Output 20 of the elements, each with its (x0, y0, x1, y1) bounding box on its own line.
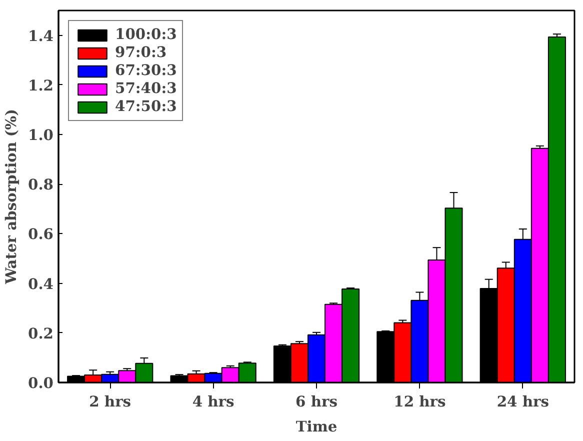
x-tick-label: 4 hrs (192, 394, 234, 410)
legend-label: 67:30:3 (115, 62, 177, 79)
x-axis-title: Time (296, 418, 338, 436)
y-tick-label: 0.4 (28, 276, 54, 293)
legend-label: 47:50:3 (115, 98, 177, 115)
x-tick-label: 12 hrs (394, 394, 446, 410)
x-tick-label: 6 hrs (296, 394, 338, 410)
y-axis-title: Water absorption (%) (3, 108, 20, 286)
y-tick-label: 1.4 (28, 28, 54, 45)
y-tick-label: 0.8 (28, 176, 54, 194)
legend-label: 57:40:3 (115, 80, 177, 97)
y-tick-label: 0.2 (28, 325, 54, 342)
y-tick-label: 1.2 (28, 77, 54, 94)
y-tick-label: 0.0 (28, 375, 54, 392)
x-tick-label: 24 hrs (496, 394, 549, 410)
legend-label: 100:0:3 (115, 26, 177, 43)
y-tick-label: 1.0 (28, 127, 54, 144)
x-tick-label: 2 hrs (89, 394, 132, 410)
legend-label: 97:0:3 (115, 44, 167, 61)
y-tick-label: 0.6 (28, 226, 54, 244)
